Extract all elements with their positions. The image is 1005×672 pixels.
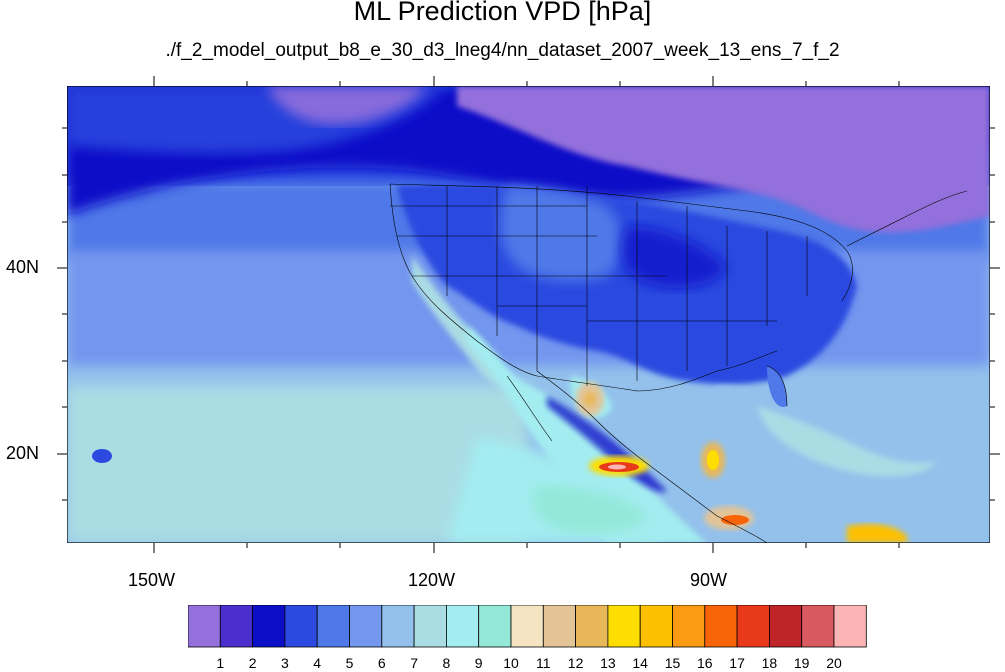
colorbar-swatch [769,605,803,648]
colorbar-tick-label: 10 [503,655,519,671]
colorbar-swatch [478,605,512,648]
colorbar-swatch [188,605,221,648]
colorbar-swatch [736,605,770,648]
field-region [500,186,622,282]
colorbar-tick-label: 18 [761,655,778,671]
colorbar-tick-label: 7 [410,655,418,671]
field-region [721,515,749,525]
colorbar [188,605,867,648]
colorbar-swatch [510,605,544,648]
plot-title: ML Prediction VPD [hPa] [353,0,652,26]
field-region [533,486,647,533]
field-region [608,464,626,470]
colorbar-tick-label: 4 [313,655,322,671]
field-region [92,449,112,463]
colorbar-tick-label: 19 [793,655,810,671]
lon-label-120w: 120W [408,570,456,590]
field-region [457,86,990,233]
field-band [67,386,527,543]
plot-subtitle: ./f_2_model_output_b8_e_30_d3_lneg4/nn_d… [165,40,840,61]
colorbar-swatch [833,605,867,648]
colorbar-tick-label: 3 [280,655,289,671]
colorbar-tick-label: 17 [729,655,745,671]
country-borders [389,183,968,543]
colorbar-swatch [316,605,350,648]
lat-label-40n: 40N [6,257,40,277]
colorbar-tick-label: 6 [377,655,386,671]
colorbar-swatch [252,605,286,648]
colorbar-swatch [219,605,253,648]
colorbar-swatch [801,605,835,648]
field-region [847,524,907,543]
colorbar-tick-label: 1 [216,655,225,671]
colorbar-tick-label: 14 [632,655,648,671]
vpd-map [67,86,990,543]
lon-label-150w: 150W [128,570,176,590]
colorbar-tick-label: 8 [442,655,451,671]
colorbar-tick-label: 20 [826,655,842,671]
lon-label-90w: 90W [690,570,728,590]
field-region [707,450,719,470]
field-region [267,86,427,125]
colorbar-swatch [672,605,706,648]
colorbar-swatch [639,605,673,648]
colorbar-tick-label: 15 [664,655,681,671]
colorbar-swatch [445,605,480,648]
colorbar-swatch [413,605,447,648]
colorbar-swatch [575,605,609,648]
colorbar-tick-label: 13 [600,655,616,671]
field-region [767,366,787,407]
colorbar-swatch [349,605,383,648]
colorbar-swatch [542,605,576,648]
colorbar-swatch [284,605,318,648]
colorbar-tick-label: 12 [567,655,584,671]
lat-label-20n: 20N [6,443,40,463]
field-region [584,392,596,406]
colorbar-tick-label: 11 [536,655,551,671]
colorbar-tick-label: 5 [345,655,354,671]
colorbar-tick-label: 9 [474,655,483,671]
field-region [757,406,937,477]
colorbar-swatch [607,605,641,648]
colorbar-swatch [381,605,415,648]
colorbar-tick-label: 2 [248,655,257,671]
field-region [621,226,727,288]
colorbar-swatch [704,605,738,648]
colorbar-tick-label: 16 [697,655,713,671]
